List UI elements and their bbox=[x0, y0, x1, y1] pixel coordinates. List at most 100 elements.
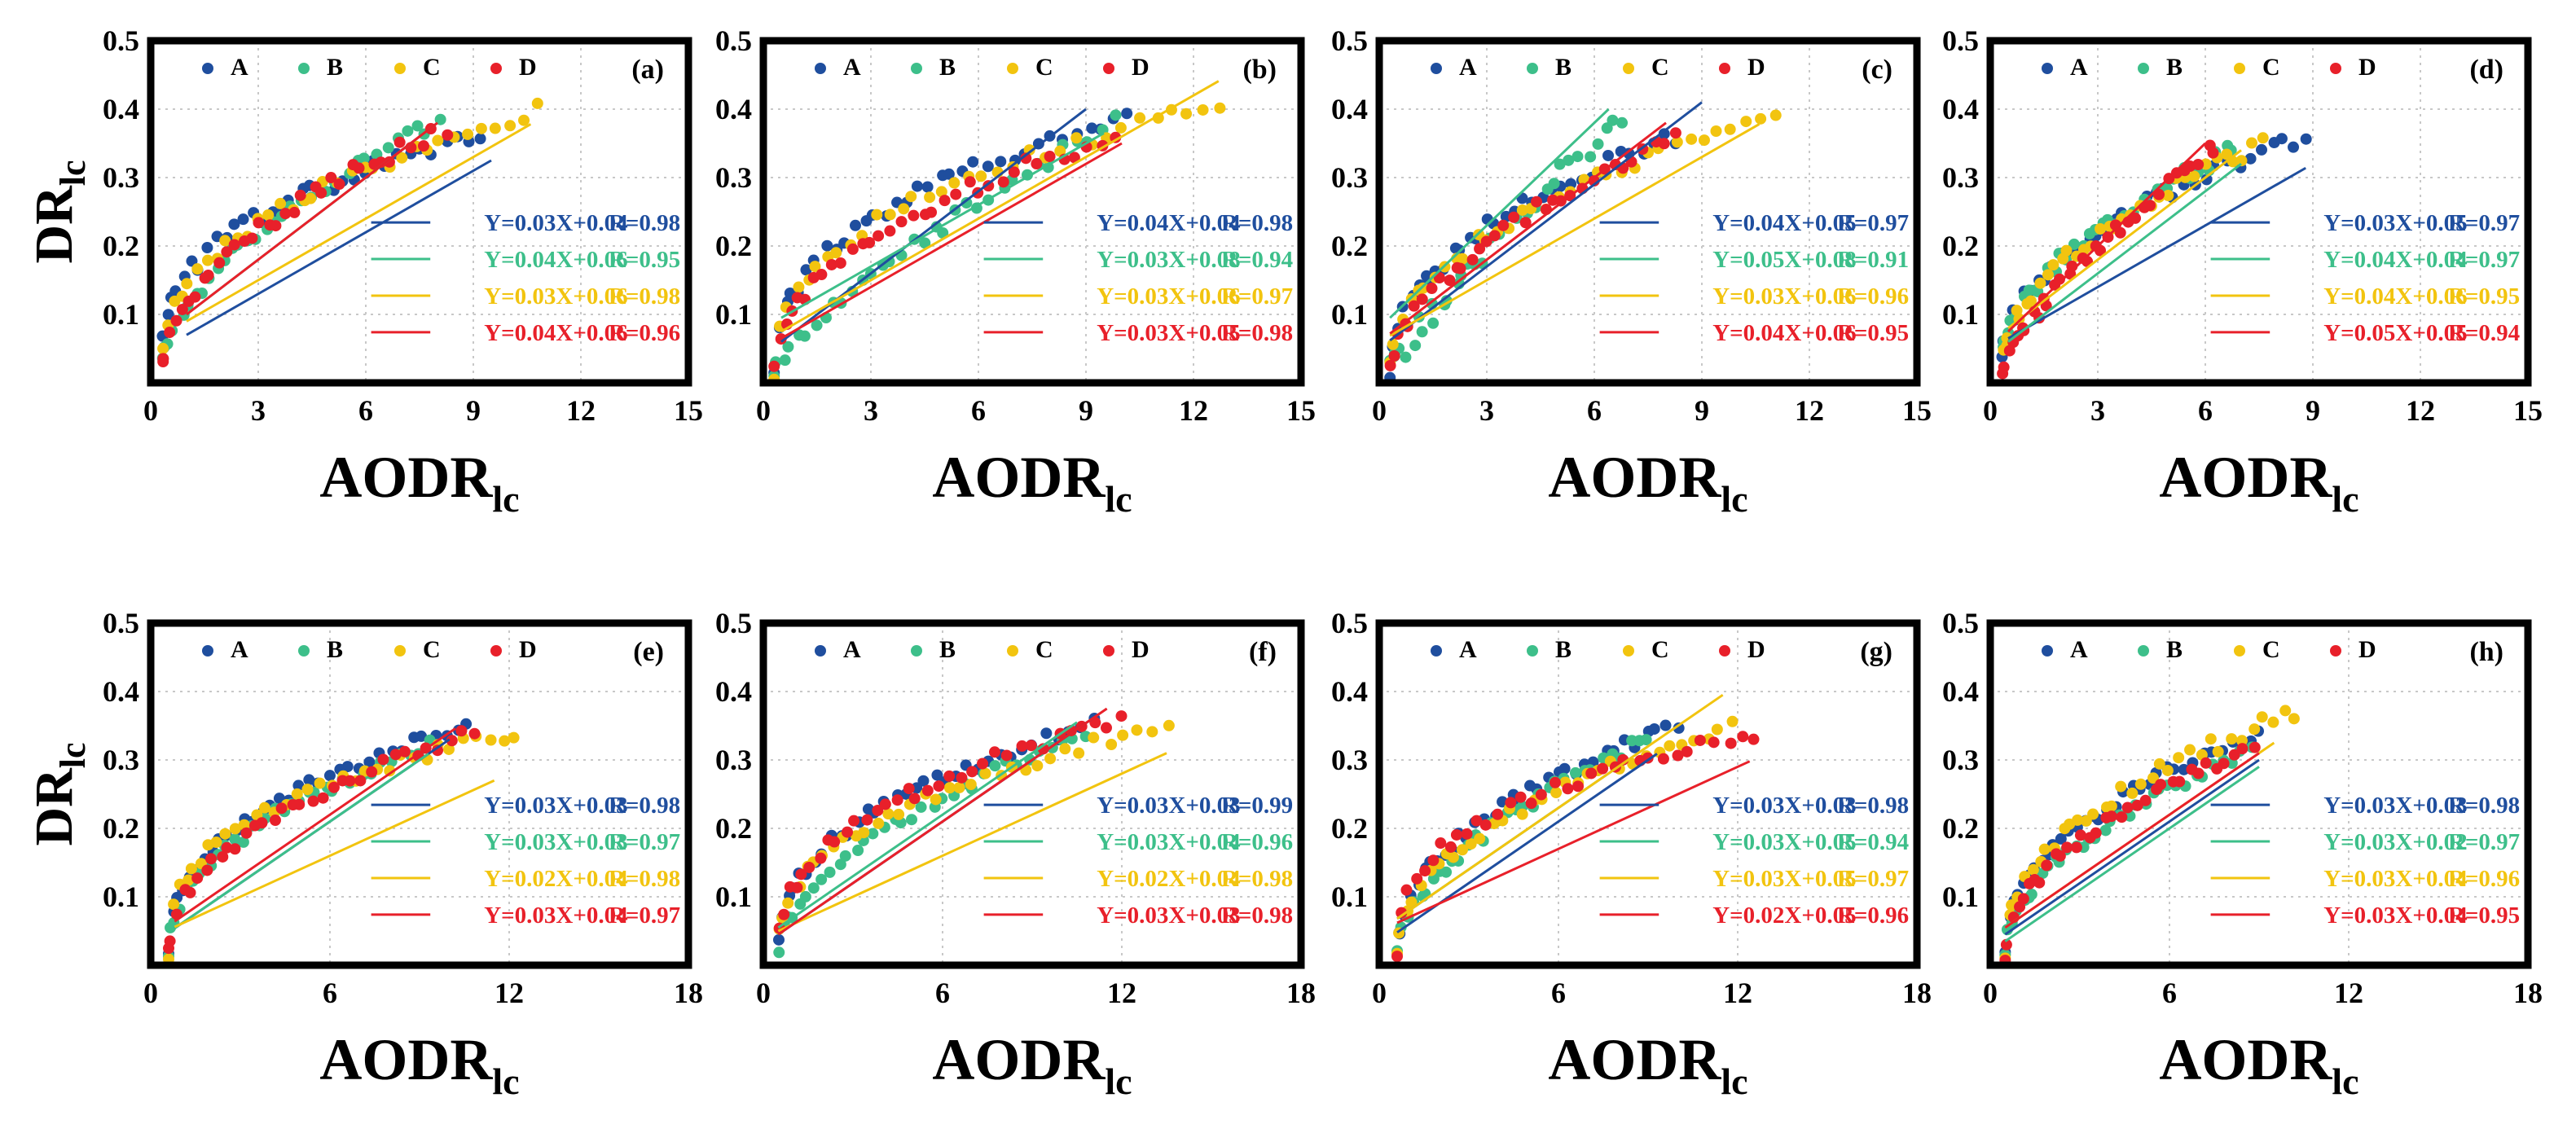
data-point-D bbox=[170, 314, 182, 327]
r-value-D: R=0.96 bbox=[609, 320, 680, 346]
data-point-D bbox=[398, 745, 411, 758]
data-point-D bbox=[176, 303, 188, 315]
data-point-D bbox=[950, 188, 962, 200]
legend-marker-B bbox=[1527, 63, 1538, 74]
data-point-D bbox=[1554, 195, 1567, 207]
data-point-C bbox=[168, 898, 180, 911]
data-point-D bbox=[202, 270, 214, 282]
data-point-C bbox=[882, 808, 895, 820]
legend-label-B: B bbox=[327, 54, 343, 81]
data-point-C bbox=[1711, 723, 1723, 736]
r-value-B: R=0.97 bbox=[609, 829, 680, 855]
data-point-C bbox=[979, 767, 991, 779]
data-point-C bbox=[1117, 729, 1129, 741]
data-point-D bbox=[315, 187, 327, 199]
data-point-C bbox=[1134, 112, 1146, 124]
data-point-D bbox=[778, 908, 790, 920]
data-point-B bbox=[434, 113, 446, 125]
legend-marker-A bbox=[2042, 645, 2053, 657]
legend-marker-D bbox=[490, 645, 502, 657]
data-point-C bbox=[275, 197, 287, 209]
data-point-C bbox=[1550, 787, 1563, 799]
data-point-D bbox=[2218, 758, 2230, 770]
data-point-D bbox=[829, 836, 841, 848]
x-tick-label: 18 bbox=[674, 977, 703, 1009]
x-axis-label: AODRlc bbox=[319, 445, 519, 520]
data-point-C bbox=[1197, 103, 1209, 116]
data-point-B bbox=[773, 946, 785, 959]
legend-label-B: B bbox=[1555, 636, 1572, 663]
data-point-D bbox=[791, 881, 803, 894]
x-axis-label-main: AODR bbox=[2159, 1027, 2332, 1092]
data-point-D bbox=[1068, 152, 1080, 164]
fit-line-B bbox=[780, 132, 1105, 319]
x-axis-label: AODRlc bbox=[2159, 445, 2358, 520]
data-point-D bbox=[891, 794, 903, 806]
legend-marker-D bbox=[1103, 645, 1114, 657]
data-point-B bbox=[2068, 238, 2080, 250]
data-point-C bbox=[873, 817, 885, 829]
legend-label-C: C bbox=[1035, 54, 1053, 81]
panel-label: (a) bbox=[631, 55, 664, 85]
data-point-D bbox=[1400, 884, 1413, 896]
data-point-B bbox=[799, 890, 811, 902]
legend-label-C: C bbox=[423, 636, 441, 663]
y-tick-label: 0.4 bbox=[1942, 675, 1979, 708]
data-point-B bbox=[815, 873, 828, 885]
data-point-C bbox=[2095, 223, 2107, 235]
y-tick-label: 0.3 bbox=[103, 161, 139, 194]
legend-marker-B bbox=[2138, 63, 2149, 74]
data-point-A bbox=[474, 133, 486, 145]
data-point-D bbox=[1110, 131, 1122, 143]
y-tick-label: 0.4 bbox=[103, 93, 139, 125]
data-point-A bbox=[967, 156, 979, 168]
legend-marker-B bbox=[911, 63, 922, 74]
data-point-D bbox=[921, 784, 934, 797]
panel-f: A B C D (f)Y=0.03X+0.03R=0.99Y=0.03X+0.04R=0… bbox=[715, 607, 1316, 1102]
data-point-D bbox=[2017, 893, 2029, 905]
data-point-D bbox=[184, 886, 196, 898]
legend-label-D: D bbox=[2358, 636, 2376, 663]
data-point-D bbox=[1514, 791, 1527, 803]
data-point-B bbox=[358, 152, 370, 165]
x-tick-label: 0 bbox=[1372, 394, 1387, 427]
panel-a: A B C D (a)Y=0.03X+0.04R=0.98Y=0.04X+0.06R=0… bbox=[24, 24, 703, 520]
equation-text-C: Y=0.03X+0.06 bbox=[1712, 283, 1856, 310]
data-point-B bbox=[411, 120, 424, 132]
data-point-D bbox=[164, 935, 176, 947]
r-value-A: R=0.98 bbox=[609, 210, 680, 236]
data-point-C bbox=[1214, 102, 1226, 114]
data-point-C bbox=[1163, 719, 1175, 731]
data-point-B bbox=[811, 319, 823, 332]
y-tick-label: 0.4 bbox=[103, 675, 139, 708]
data-point-C bbox=[1710, 125, 1722, 138]
y-tick-label: 0.1 bbox=[103, 298, 139, 331]
y-tick-label: 0.1 bbox=[103, 880, 139, 913]
data-point-D bbox=[1419, 865, 1431, 877]
x-axis-label-sub: lc bbox=[2332, 1061, 2358, 1102]
x-tick-label: 6 bbox=[1587, 394, 1602, 427]
data-point-C bbox=[1671, 136, 1683, 148]
data-point-D bbox=[1427, 854, 1440, 867]
data-point-C bbox=[291, 788, 303, 800]
x-tick-label: 0 bbox=[1983, 394, 1998, 427]
data-point-D bbox=[270, 220, 282, 232]
data-point-C bbox=[1405, 896, 1418, 908]
data-point-C bbox=[1417, 282, 1429, 294]
data-point-A bbox=[1602, 149, 1615, 161]
equation-text-C: Y=0.03X+0.04 bbox=[2323, 866, 2467, 892]
x-axis-label-main: AODR bbox=[1548, 445, 1721, 510]
data-point-C bbox=[1457, 844, 1469, 856]
data-point-D bbox=[201, 864, 213, 876]
data-point-D bbox=[1681, 745, 1693, 758]
plot-frame bbox=[147, 37, 692, 387]
data-point-D bbox=[943, 770, 956, 782]
y-tick-label: 0.5 bbox=[1331, 607, 1368, 639]
data-point-C bbox=[2205, 733, 2217, 745]
data-point-C bbox=[1088, 731, 1100, 744]
plot-frame bbox=[147, 619, 692, 969]
data-point-C bbox=[1698, 134, 1710, 147]
data-point-B bbox=[915, 801, 927, 813]
r-value-D: R=0.98 bbox=[1221, 902, 1293, 929]
data-point-C bbox=[1474, 832, 1486, 845]
